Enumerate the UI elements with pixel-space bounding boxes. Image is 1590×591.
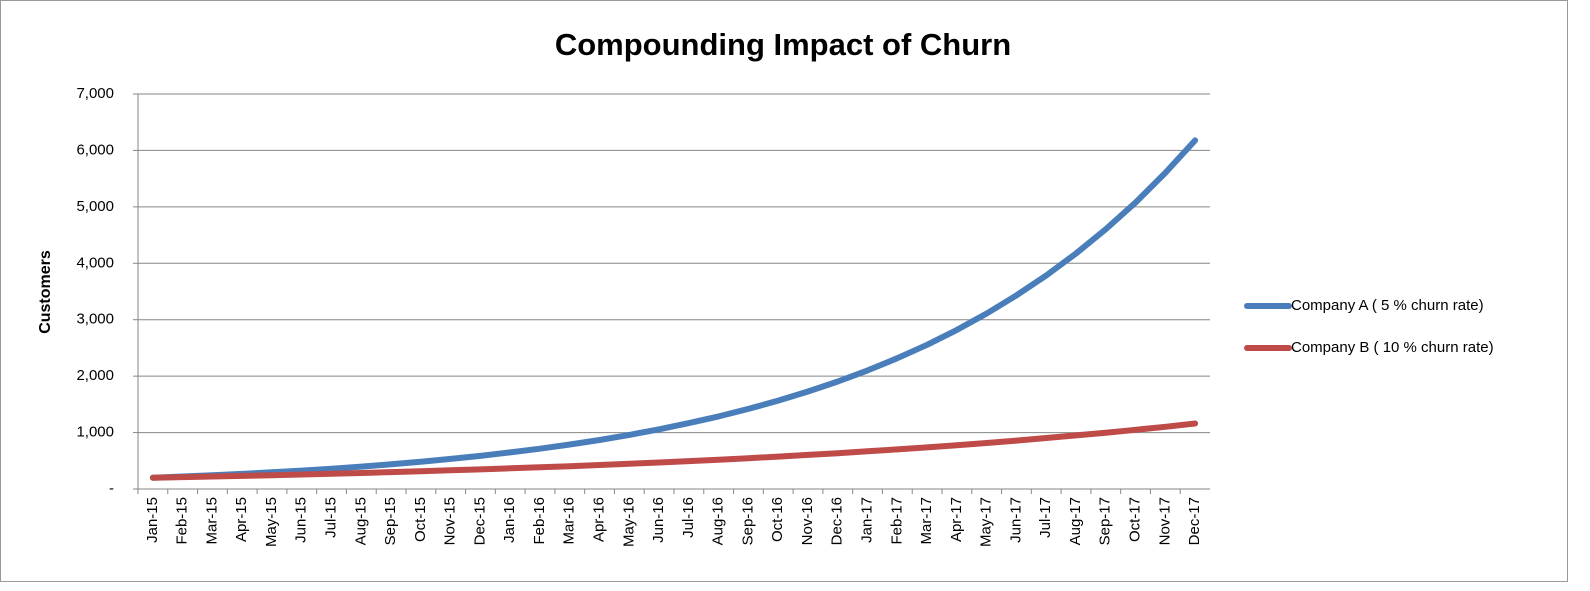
x-tick-label: Aug-16 [710, 497, 727, 545]
x-tick-label: Apr-17 [948, 497, 965, 542]
x-tick-label: Oct-17 [1127, 497, 1144, 542]
x-tick-label: Dec-15 [471, 497, 488, 545]
x-tick-label: Apr-16 [591, 497, 608, 542]
x-tick-label: Oct-16 [769, 497, 786, 542]
x-tick-label: Jan-16 [501, 497, 518, 543]
x-tick-label: Jul-17 [1037, 497, 1054, 538]
y-tick-label: 7,000 [76, 85, 114, 102]
x-tick-label: Nov-17 [1156, 497, 1173, 545]
x-tick-label: Aug-17 [1067, 497, 1084, 545]
chart-title: Compounding Impact of Churn [555, 27, 1011, 62]
y-tick-label: 3,000 [76, 311, 114, 328]
x-tick-label: Mar-17 [918, 497, 935, 545]
y-tick-label: 4,000 [76, 254, 114, 271]
y-tick-label: 6,000 [76, 141, 114, 158]
x-tick-label: Aug-15 [352, 497, 369, 545]
x-tick-label: Mar-15 [203, 497, 220, 545]
x-tick-label: Jan-17 [859, 497, 876, 543]
x-tick-label: Nov-15 [442, 497, 459, 545]
x-tick-label: Apr-15 [233, 497, 250, 542]
y-tick-label: - [109, 480, 114, 497]
x-tick-label: Feb-16 [531, 497, 548, 545]
x-tick-label: Dec-17 [1186, 497, 1203, 545]
series-line [149, 420, 1199, 481]
x-tick-label: Jan-15 [144, 497, 161, 543]
x-tick-label: Mar-16 [561, 497, 578, 545]
x-tick-label: Jun-17 [1007, 497, 1024, 543]
x-tick-label: May-17 [978, 497, 995, 547]
chart-border [0, 0, 1568, 582]
y-tick-label: 2,000 [76, 367, 114, 384]
legend-label: Company A ( 5 % churn rate) [1291, 297, 1484, 314]
x-tick-label: Sep-16 [739, 497, 756, 545]
y-tick-label: 5,000 [76, 198, 114, 215]
x-tick-label: Jun-16 [650, 497, 667, 543]
y-axis-label: Customers [37, 250, 54, 334]
x-tick-label: May-15 [263, 497, 280, 547]
x-tick-label: Feb-17 [888, 497, 905, 545]
x-tick-label: Dec-16 [829, 497, 846, 545]
x-tick-label: May-16 [620, 497, 637, 547]
y-tick-label: 1,000 [76, 424, 114, 441]
series-line [149, 137, 1199, 481]
x-tick-label: Sep-17 [1097, 497, 1114, 545]
legend-label: Company B ( 10 % churn rate) [1291, 339, 1494, 356]
x-tick-label: Jul-15 [323, 497, 340, 538]
x-tick-label: Oct-15 [412, 497, 429, 542]
x-tick-label: Sep-15 [382, 497, 399, 545]
x-tick-label: Feb-15 [174, 497, 191, 545]
x-tick-label: Jul-16 [680, 497, 697, 538]
x-tick-label: Nov-16 [799, 497, 816, 545]
x-tick-label: Jun-15 [293, 497, 310, 543]
